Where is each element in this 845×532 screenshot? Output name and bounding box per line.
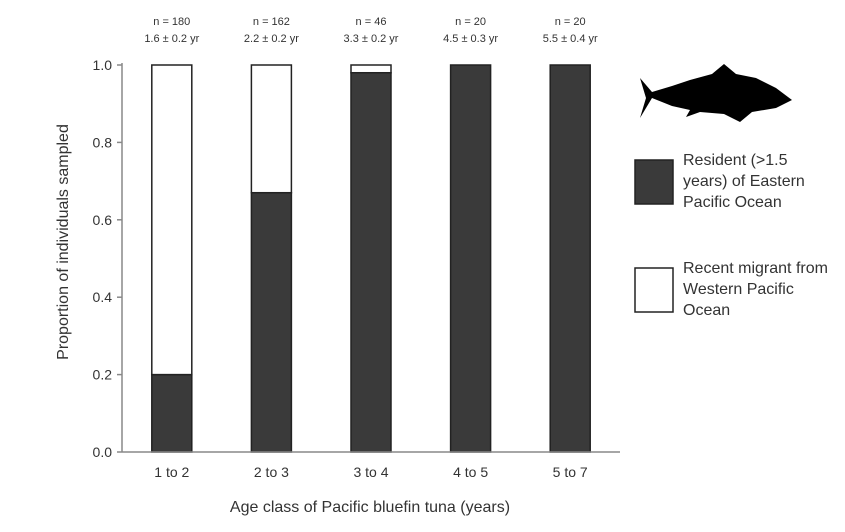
y-axis-label: Proportion of individuals sampled bbox=[55, 124, 72, 360]
y-tick-label: 1.0 bbox=[93, 57, 113, 73]
bar-segment bbox=[151, 373, 193, 453]
annotation: n = 20 bbox=[455, 16, 486, 28]
bar-segment bbox=[449, 64, 492, 453]
bar-segment bbox=[350, 71, 392, 453]
y-tick-label: 0.6 bbox=[93, 212, 113, 228]
y-tick-label: 0.2 bbox=[93, 367, 113, 383]
tuna-icon bbox=[640, 64, 792, 122]
annotation: 3.3 ± 0.2 yr bbox=[344, 33, 399, 45]
y-tick-label: 0.4 bbox=[93, 289, 113, 305]
bar-segment bbox=[250, 191, 293, 453]
annotation: n = 20 bbox=[555, 16, 586, 28]
x-axis-label: Age class of Pacific bluefin tuna (years… bbox=[230, 499, 510, 516]
x-tick-label: 5 to 7 bbox=[553, 464, 588, 480]
x-tick-label: 4 to 5 bbox=[453, 464, 488, 480]
y-tick-label: 0.8 bbox=[93, 134, 113, 150]
x-tick-label: 1 to 2 bbox=[154, 464, 189, 480]
bar-segment bbox=[250, 64, 293, 194]
bar-segment bbox=[549, 64, 591, 453]
legend-label: Recent migrant from Western Pacific Ocea… bbox=[683, 260, 828, 319]
bar-segment bbox=[350, 64, 392, 74]
annotation: 5.5 ± 0.4 yr bbox=[543, 33, 598, 45]
y-tick-label: 0.0 bbox=[93, 444, 113, 460]
annotation: 4.5 ± 0.3 yr bbox=[443, 33, 498, 45]
annotation: n = 180 bbox=[153, 16, 190, 28]
legend-swatch bbox=[634, 159, 674, 205]
bar-segment bbox=[151, 64, 193, 376]
annotation: 1.6 ± 0.2 yr bbox=[144, 33, 199, 45]
annotation: 2.2 ± 0.2 yr bbox=[244, 33, 299, 45]
annotation: n = 162 bbox=[253, 16, 290, 28]
annotation: n = 46 bbox=[356, 16, 387, 28]
legend-label: Resident (>1.5 years) of Eastern Pacific… bbox=[683, 152, 805, 211]
x-tick-label: 2 to 3 bbox=[254, 464, 289, 480]
legend-swatch bbox=[634, 267, 674, 313]
x-tick-label: 3 to 4 bbox=[353, 464, 388, 480]
